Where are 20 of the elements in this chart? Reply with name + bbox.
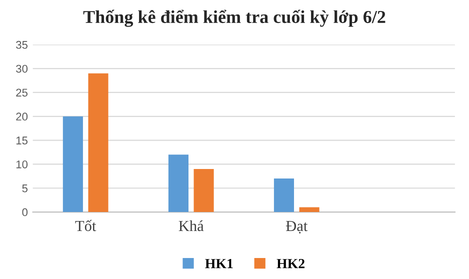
x-tick-label: Tốt [75, 220, 96, 232]
bar [62, 116, 83, 212]
y-tick-label: 0 [22, 208, 28, 216]
y-tick-label: 5 [22, 184, 28, 192]
x-tick-label: Đạt [286, 220, 308, 234]
bar [168, 154, 188, 212]
y-tick-label: 20 [16, 112, 28, 121]
chart-title: Thống kê điểm kiểm tra cuối kỳ lớp 6/2 [83, 10, 386, 27]
bar [299, 207, 320, 212]
y-tick-label: 15 [16, 136, 28, 144]
y-tick-label: 35 [16, 40, 28, 49]
y-tick-label: 30 [16, 64, 28, 73]
x-tick-label: Khá [178, 220, 204, 232]
y-tick-label: 25 [16, 88, 28, 97]
bar [274, 178, 294, 212]
bar [194, 168, 214, 212]
legend-label: HK2 [276, 258, 304, 268]
y-tick-label: 10 [16, 160, 28, 168]
bar [88, 73, 108, 212]
legend-label: HK1 [205, 258, 233, 268]
